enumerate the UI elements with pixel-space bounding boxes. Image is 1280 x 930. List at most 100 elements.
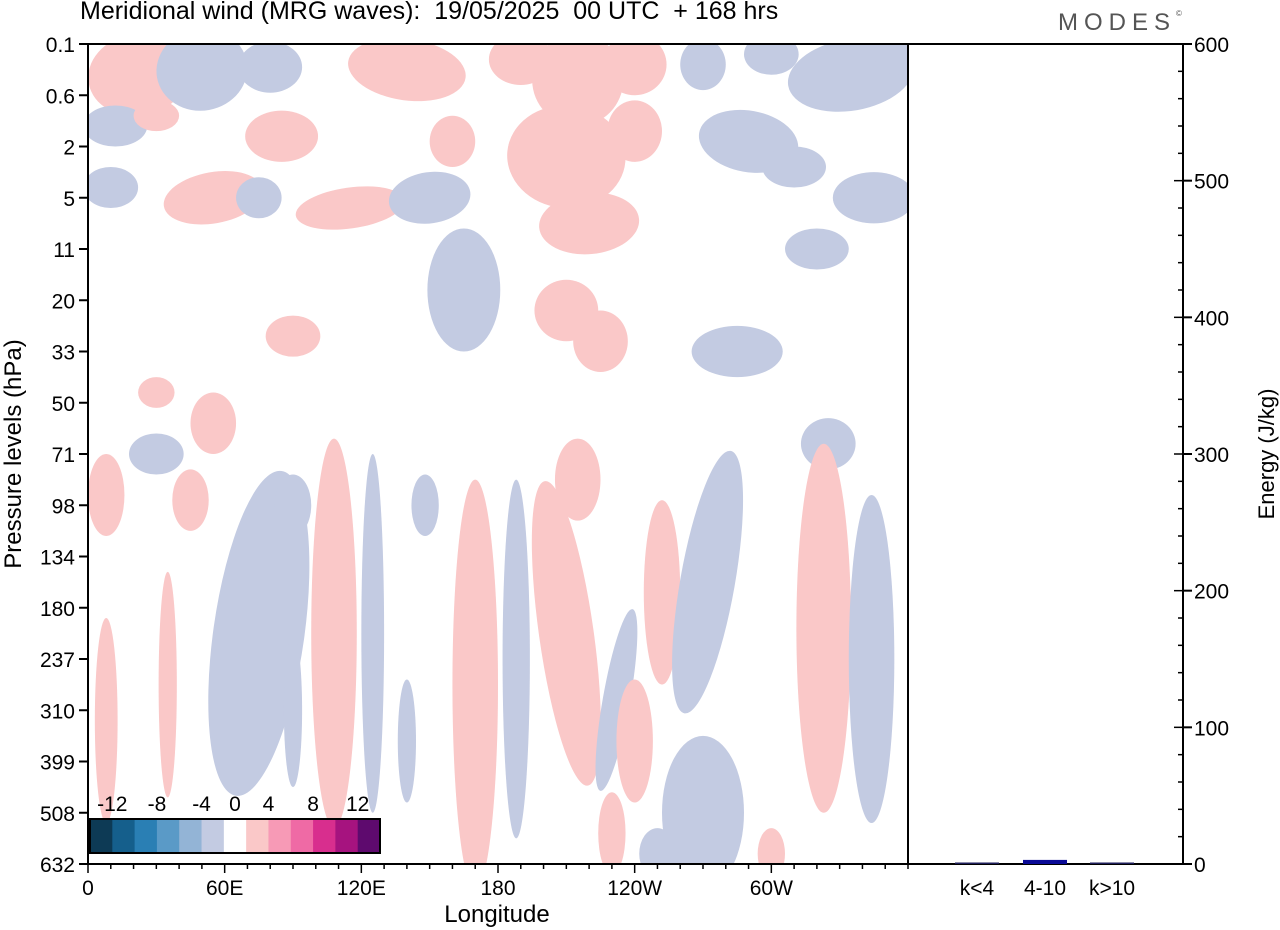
contour-region bbox=[595, 609, 638, 791]
longitude-axis: 0 60E 120E 180 120W 60W bbox=[82, 864, 909, 900]
contour-region bbox=[348, 44, 466, 102]
chart-title: Meridional wind (MRG waves): 19/05/2025 … bbox=[80, 0, 779, 25]
contour-region bbox=[785, 228, 849, 270]
contour-region bbox=[163, 171, 263, 225]
contour-region bbox=[602, 44, 667, 96]
contour-region bbox=[238, 44, 303, 93]
contour-region bbox=[295, 186, 405, 230]
energy-tick-label: 200 bbox=[1194, 581, 1229, 604]
colorbar-frame bbox=[89, 818, 381, 854]
contour-region bbox=[607, 100, 663, 162]
colorbar-labels: -12 -8 -4 0 4 8 12 bbox=[97, 793, 369, 816]
colorbar-label: 4 bbox=[263, 793, 275, 816]
colorbar-swatch bbox=[223, 819, 247, 853]
contour-region bbox=[427, 228, 501, 352]
contour-region bbox=[129, 433, 184, 475]
pressure-tick-label: 399 bbox=[40, 752, 75, 775]
contour-region bbox=[88, 105, 148, 147]
energy-bars bbox=[955, 859, 1134, 864]
colorbar-swatch bbox=[268, 819, 292, 853]
energy-axis: 0 100 200 300 400 500 600 bbox=[1174, 34, 1229, 877]
pressure-tick-label: 20 bbox=[52, 290, 75, 313]
energy-tick-label: 0 bbox=[1194, 854, 1206, 877]
pressure-tick-label: 310 bbox=[40, 700, 75, 723]
colorbar-swatch bbox=[134, 819, 158, 853]
colorbar-swatch bbox=[246, 819, 269, 853]
brand-logo: MODES© bbox=[1058, 9, 1182, 37]
contour-region bbox=[598, 792, 626, 864]
pressure-tick-label: 632 bbox=[40, 854, 75, 877]
contour-region bbox=[502, 479, 530, 839]
colorbar-swatch bbox=[335, 819, 359, 853]
energy-bar bbox=[955, 862, 999, 864]
brand-mark: © bbox=[1176, 9, 1182, 18]
colorbar-swatch bbox=[90, 819, 113, 853]
longitude-tick-label: 60W bbox=[750, 877, 793, 900]
pressure-tick-label: 237 bbox=[40, 649, 75, 672]
colorbar-label: 0 bbox=[229, 793, 241, 816]
wind-contours bbox=[88, 44, 908, 864]
contour-region bbox=[172, 469, 209, 531]
pressure-tick-label: 180 bbox=[40, 598, 75, 621]
contour-region bbox=[532, 44, 624, 126]
colorbar-label: -4 bbox=[192, 793, 211, 816]
contour-region bbox=[311, 438, 357, 829]
pressure-axis: 0.1 0.6 2 5 11 20 33 50 71 98 134 180 237 310 399 508 63… bbox=[40, 34, 88, 877]
pressure-tick-label: 33 bbox=[52, 342, 75, 365]
energy-panel bbox=[908, 43, 1184, 865]
longitude-tick-label: 0 bbox=[82, 877, 94, 900]
pressure-tick-label: 508 bbox=[40, 803, 75, 826]
pressure-tick-label: 134 bbox=[40, 547, 75, 570]
contour-region bbox=[762, 146, 826, 188]
colorbar bbox=[89, 818, 381, 854]
colorbar-swatch bbox=[179, 819, 203, 853]
pressure-tick-label: 0.1 bbox=[46, 34, 75, 57]
pressure-tick-label: 11 bbox=[53, 239, 75, 262]
longitude-tick-label: 180 bbox=[480, 877, 515, 900]
colorbar-swatch bbox=[357, 819, 381, 853]
contour-region bbox=[88, 454, 125, 536]
contour-region bbox=[616, 679, 653, 803]
wavenumber-label: k<4 bbox=[960, 877, 995, 900]
contour-region bbox=[531, 481, 601, 786]
contour-region bbox=[507, 105, 626, 209]
colorbar-swatch bbox=[313, 819, 336, 853]
longitude-tick-label: 60E bbox=[206, 877, 243, 900]
pressure-tick-label: 2 bbox=[63, 137, 75, 160]
colorbar-swatch bbox=[290, 819, 314, 853]
pressure-tick-label: 50 bbox=[52, 393, 75, 416]
contour-region bbox=[397, 679, 416, 803]
contour-region bbox=[411, 474, 439, 536]
colorbar-label: 8 bbox=[307, 793, 319, 816]
contour-region bbox=[452, 479, 498, 864]
wavenumber-label: 4-10 bbox=[1024, 877, 1066, 900]
colorbar-label: 12 bbox=[346, 793, 369, 816]
contour-region bbox=[680, 44, 726, 91]
contour-region bbox=[245, 110, 319, 162]
contour-region bbox=[573, 310, 628, 372]
energy-tick-label: 500 bbox=[1194, 171, 1229, 194]
pressure-tick-label: 98 bbox=[52, 495, 75, 518]
contour-region bbox=[832, 172, 908, 224]
contour-region bbox=[744, 44, 799, 75]
contour-region bbox=[361, 454, 385, 813]
contour-region bbox=[133, 100, 180, 132]
contour-region bbox=[662, 735, 744, 864]
contour-region bbox=[190, 392, 237, 454]
energy-axis-label: Energy (J/kg) bbox=[1254, 389, 1279, 520]
energy-bar bbox=[1023, 859, 1067, 864]
energy-tick-label: 300 bbox=[1194, 444, 1229, 467]
contour-region bbox=[554, 438, 601, 521]
contour-region bbox=[156, 44, 248, 111]
colorbar-swatch bbox=[156, 819, 180, 853]
contour-region bbox=[796, 443, 852, 813]
colorbar-label: -12 bbox=[97, 793, 127, 816]
wavenumber-axis: k<4 4-10 k>10 bbox=[960, 877, 1135, 900]
contour-region bbox=[94, 618, 118, 823]
contour-region bbox=[429, 115, 476, 167]
contour-region bbox=[265, 315, 321, 357]
energy-tick-label: 600 bbox=[1194, 34, 1229, 57]
contour-region bbox=[873, 44, 908, 75]
longitude-tick-label: 120W bbox=[607, 877, 662, 900]
